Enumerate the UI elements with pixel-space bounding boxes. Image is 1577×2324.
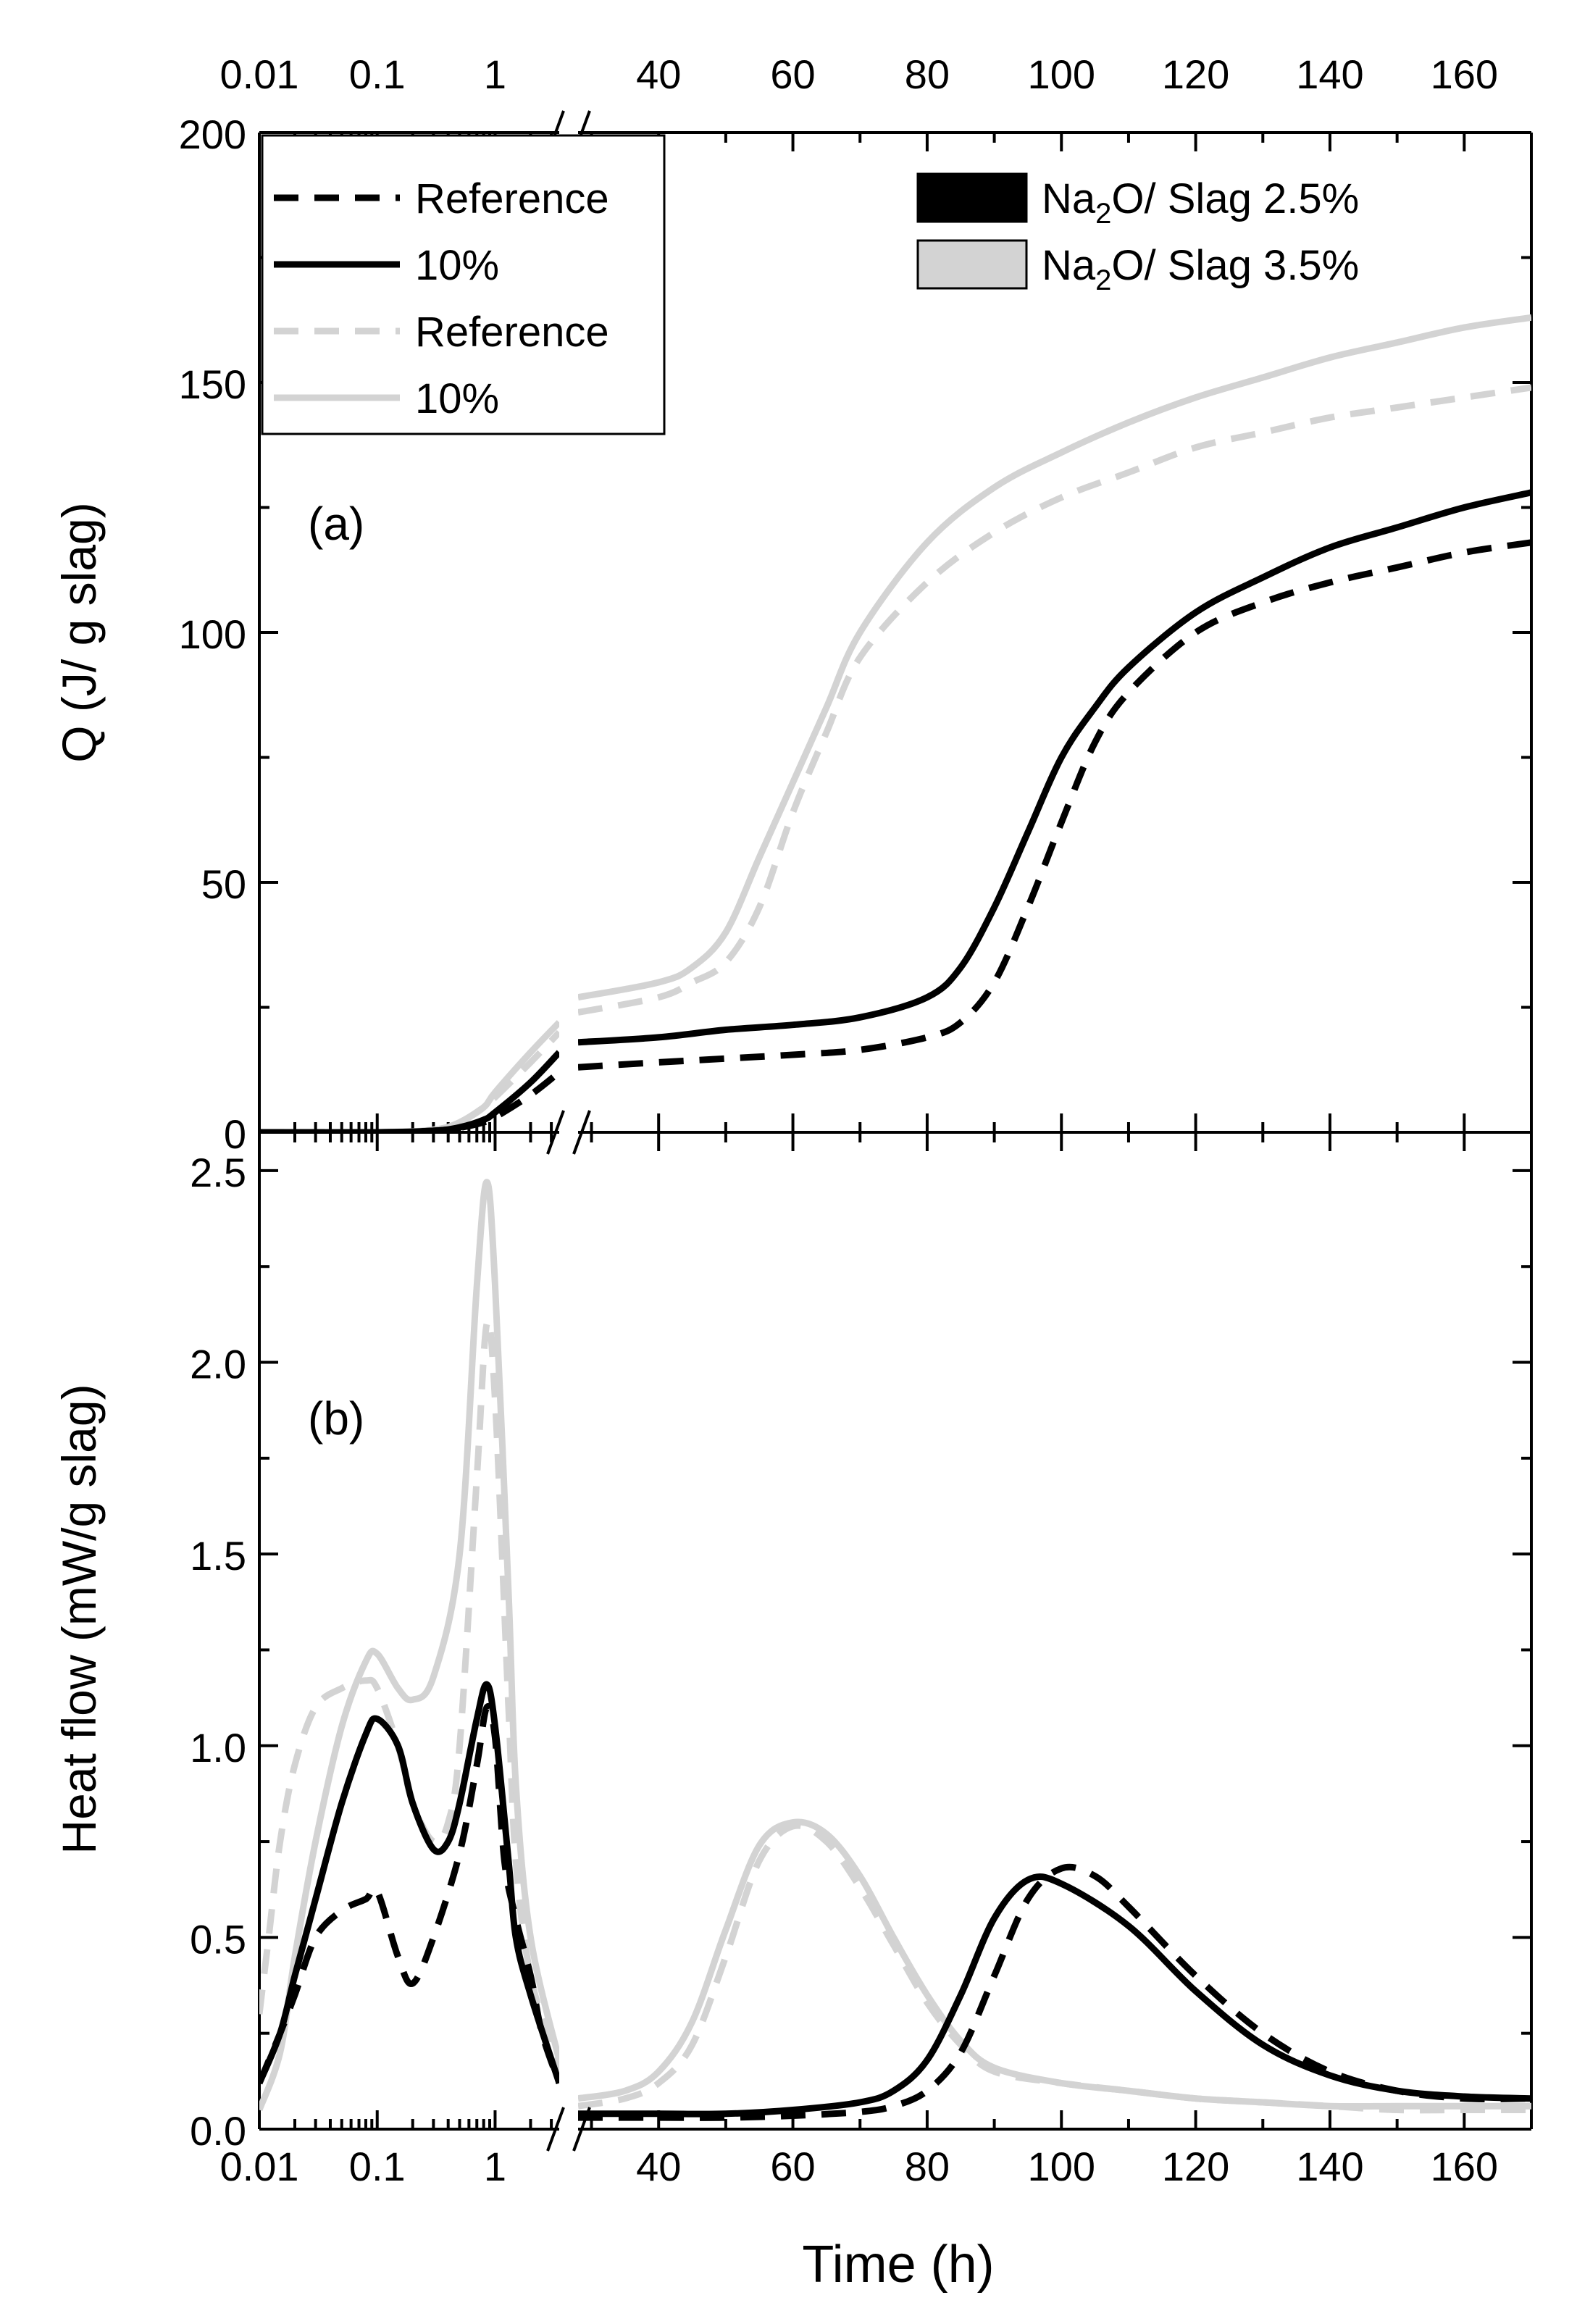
axis-break-slash bbox=[546, 2107, 565, 2152]
series-a-3-log-segment bbox=[259, 1020, 559, 1132]
x-tick-label: 60 bbox=[770, 2144, 815, 2189]
legend-group-label: Na2O/ Slag 3.5% bbox=[1042, 242, 1359, 296]
x-tick-label: 140 bbox=[1296, 51, 1363, 97]
series-a-1-linear-segment bbox=[578, 489, 1531, 1046]
series-a-2-linear-segment bbox=[578, 384, 1531, 1016]
x-tick-label: 40 bbox=[636, 2144, 681, 2189]
x-tick-label: 120 bbox=[1162, 51, 1229, 97]
legend-label: Reference bbox=[415, 309, 609, 356]
y-tick-label: 0.0 bbox=[190, 2108, 246, 2154]
y-tick-label: 0 bbox=[224, 1111, 246, 1157]
series-a-2-log-segment bbox=[259, 1029, 559, 1132]
data-curves bbox=[259, 314, 1531, 2121]
y-tick-label: 100 bbox=[179, 611, 246, 657]
y-tick-label: 1.5 bbox=[190, 1533, 246, 1579]
legend-label: 10% bbox=[415, 375, 499, 422]
legend-box bbox=[261, 134, 666, 435]
legend-group-label-sub: 2 bbox=[1095, 264, 1111, 296]
legend-group-label-rest: O/ Slag 2.5% bbox=[1111, 175, 1359, 222]
x-tick-label: 1 bbox=[484, 2144, 506, 2189]
legend-groups: Na2O/ Slag 2.5%Na2O/ Slag 3.5% bbox=[916, 172, 1359, 296]
y-tick-label: 1.0 bbox=[190, 1725, 246, 1771]
series-a-0-linear-segment bbox=[578, 539, 1531, 1071]
y-axis-label-b: Heat flow (mW/g slag) bbox=[52, 1384, 106, 1854]
x-tick-label: 1 bbox=[484, 51, 506, 97]
legend-group-label-sub: 2 bbox=[1095, 198, 1111, 230]
x-tick-label: 120 bbox=[1162, 2144, 1229, 2189]
x-tick-label: 0.1 bbox=[349, 51, 406, 97]
series-b-3-log-segment bbox=[259, 1179, 559, 2112]
x-tick-label: 60 bbox=[770, 51, 815, 97]
y-axis-label-a: Q (J/ g slag) bbox=[52, 502, 106, 762]
y-tick-label: 2.5 bbox=[190, 1150, 246, 1195]
x-tick-label: 80 bbox=[905, 51, 950, 97]
series-b-1-linear-segment bbox=[578, 1873, 1531, 2118]
series-a-0-log-segment bbox=[259, 1069, 559, 1132]
legend-group-label-rest: O/ Slag 3.5% bbox=[1111, 242, 1359, 289]
y-tick-label: 2.0 bbox=[190, 1342, 246, 1387]
axis-break-gap bbox=[560, 2107, 577, 2151]
x-tick-label: 40 bbox=[636, 51, 681, 97]
axis-break-slash bbox=[546, 1110, 565, 1155]
y-tick-label: 0.5 bbox=[190, 1916, 246, 1962]
y-tick-label: 50 bbox=[201, 861, 246, 907]
legend-label: 10% bbox=[415, 242, 499, 289]
axis-break-gap bbox=[560, 1111, 577, 1154]
legend-label: Reference bbox=[415, 175, 609, 222]
series-b-0-linear-segment bbox=[578, 1863, 1531, 2121]
x-tick-label: 160 bbox=[1431, 51, 1498, 97]
x-tick-label: 160 bbox=[1431, 2144, 1498, 2189]
x-tick-label: 100 bbox=[1028, 2144, 1095, 2189]
plot-frames bbox=[258, 131, 1533, 2131]
x-tick-label: 140 bbox=[1296, 2144, 1363, 2189]
series-b-1-log-segment bbox=[259, 1681, 559, 2085]
x-tick-label: 100 bbox=[1028, 51, 1095, 97]
legend-group-label-main: Na bbox=[1042, 242, 1096, 289]
y-tick-label: 150 bbox=[179, 361, 246, 407]
x-tick-label: 0.1 bbox=[349, 2144, 406, 2189]
panel-label-b: (b) bbox=[308, 1392, 364, 1445]
axis-break-slash bbox=[572, 2107, 591, 2152]
x-tick-label: 80 bbox=[905, 2144, 950, 2189]
series-a-1-log-segment bbox=[259, 1050, 559, 1132]
legend-line-styles: Reference 10% Reference 10% bbox=[261, 134, 666, 435]
x-axis-label: Time (h) bbox=[802, 2236, 994, 2294]
legend-group-label: Na2O/ Slag 2.5% bbox=[1042, 175, 1359, 230]
x-tick-label: 0.01 bbox=[220, 51, 299, 97]
legend-group-swatch bbox=[916, 239, 1028, 290]
y-tick-label: 200 bbox=[179, 112, 246, 157]
panel-label-a: (a) bbox=[308, 498, 364, 550]
series-b-3-linear-segment bbox=[578, 1818, 1531, 2110]
x-tick-label: 0.01 bbox=[220, 2144, 299, 2189]
axis-break-slash bbox=[572, 1110, 591, 1155]
legend-group-label-main: Na bbox=[1042, 175, 1096, 222]
legend-group-swatch bbox=[916, 172, 1028, 223]
series-a-3-linear-segment bbox=[578, 314, 1531, 1001]
